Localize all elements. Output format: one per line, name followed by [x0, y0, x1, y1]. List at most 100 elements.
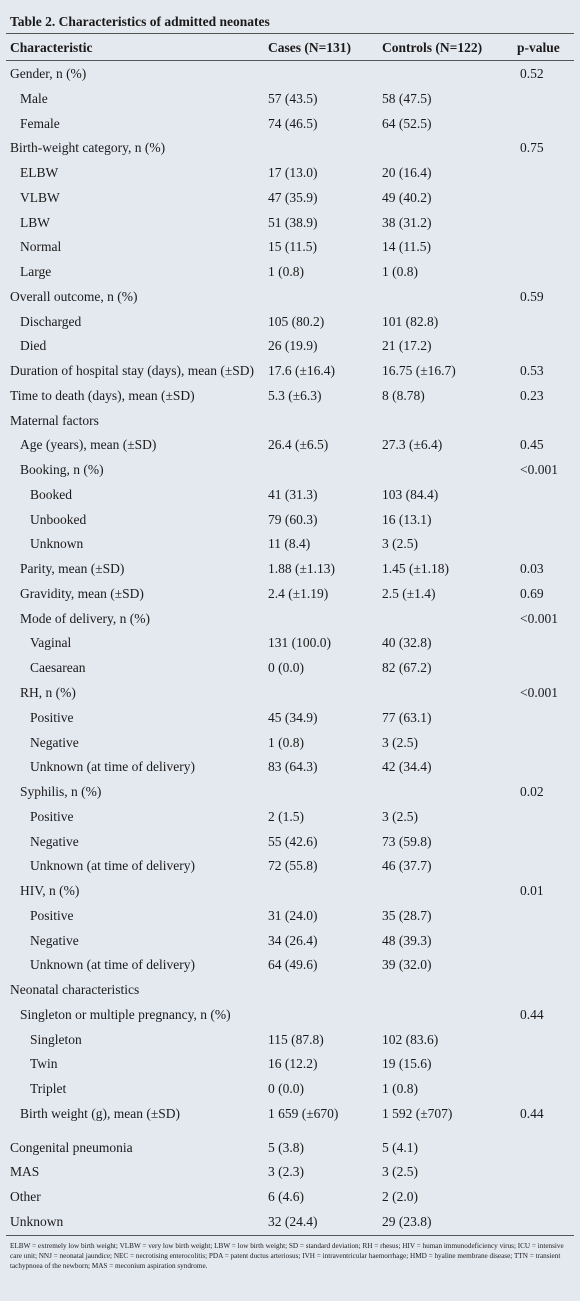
controls-value: 3 (2.5): [382, 536, 418, 552]
p-value: <0.001: [520, 685, 558, 700]
cases-value: 105 (80.2): [268, 313, 325, 329]
controls-value: 77 (63.1): [382, 709, 432, 725]
cases-value: 5 (3.8): [268, 1139, 304, 1155]
controls-value: 20 (16.4): [382, 165, 432, 181]
row-label: Unknown (at time of delivery): [30, 858, 195, 874]
controls-value: 2.5 (±1.4): [382, 585, 436, 601]
footnote: ELBW = extremely low birth weight; VLBW …: [10, 1242, 564, 1270]
cases-value: 31 (24.0): [268, 907, 318, 923]
row-label: Unknown: [30, 536, 84, 552]
controls-value: 58 (47.5): [382, 90, 432, 106]
row-label: Caesarean: [30, 660, 86, 676]
p-value: 0.75: [520, 140, 544, 156]
cases-value: 1 (0.8): [268, 264, 304, 280]
row-label: MAS: [10, 1164, 40, 1180]
controls-value: 3 (2.5): [382, 808, 418, 824]
controls-value: 29 (23.8): [382, 1213, 432, 1229]
cases-value: 115 (87.8): [268, 1031, 324, 1047]
column-header: Characteristic: [10, 40, 93, 55]
row-label: Parity, mean (±SD): [20, 561, 125, 577]
cases-value: 26 (19.9): [268, 338, 318, 354]
cases-value: 2.4 (±1.19): [268, 585, 329, 601]
cases-value: 79 (60.3): [268, 511, 318, 527]
controls-value: 1 592 (±707): [382, 1105, 453, 1121]
p-value: 0.44: [520, 1105, 544, 1121]
cases-value: 17 (13.0): [268, 165, 318, 181]
controls-value: 1 (0.8): [382, 264, 418, 280]
row-label: Gender, n (%): [10, 66, 87, 81]
cases-value: 34 (26.4): [268, 932, 318, 948]
controls-value: 14 (11.5): [382, 239, 431, 255]
row-label: Unknown (at time of delivery): [30, 957, 195, 973]
row-label: Positive: [30, 808, 74, 824]
row-label: Birth-weight category, n (%): [10, 140, 166, 156]
cases-value: 5.3 (±6.3): [268, 387, 322, 403]
controls-value: 27.3 (±6.4): [382, 437, 443, 453]
cases-value: 32 (24.4): [268, 1213, 318, 1229]
cases-value: 6 (4.6): [268, 1189, 304, 1205]
row-label: Singleton: [30, 1031, 82, 1047]
cases-value: 83 (64.3): [268, 759, 318, 775]
controls-value: 103 (84.4): [382, 486, 439, 502]
row-label: Unknown (at time of delivery): [30, 759, 195, 775]
row-label: Large: [20, 264, 52, 280]
controls-value: 48 (39.3): [382, 932, 432, 948]
p-value: 0.59: [520, 288, 544, 304]
p-value: 0.53: [520, 363, 544, 379]
cases-value: 72 (55.8): [268, 858, 318, 874]
p-value: 0.69: [520, 585, 544, 601]
cases-value: 17.6 (±16.4): [268, 363, 336, 379]
controls-value: 35 (28.7): [382, 907, 432, 923]
row-label: Negative: [30, 932, 79, 948]
controls-value: 3 (2.5): [382, 734, 418, 750]
p-value: 0.02: [520, 784, 544, 800]
controls-value: 8 (8.78): [382, 387, 425, 403]
controls-value: 40 (32.8): [382, 635, 432, 651]
row-label: Overall outcome, n (%): [10, 288, 138, 304]
controls-value: 1 (0.8): [382, 1081, 418, 1097]
controls-value: 82 (67.2): [382, 660, 432, 676]
row-label: Congenital pneumonia: [10, 1139, 133, 1155]
cases-value: 0 (0.0): [268, 660, 304, 676]
row-label: Positive: [30, 907, 74, 923]
controls-value: 39 (32.0): [382, 957, 432, 973]
controls-value: 46 (37.7): [382, 858, 432, 874]
cases-value: 16 (12.2): [268, 1056, 318, 1072]
table-title: Table 2. Characteristics of admitted neo…: [10, 14, 270, 29]
controls-value: 16.75 (±16.7): [382, 363, 456, 379]
p-value: <0.001: [520, 462, 558, 478]
row-label: Negative: [30, 833, 79, 849]
controls-value: 64 (52.5): [382, 115, 432, 131]
row-label: Died: [20, 338, 47, 354]
controls-value: 42 (34.4): [382, 759, 432, 775]
row-label: Negative: [30, 734, 79, 750]
row-label: Booking, n (%): [20, 462, 104, 478]
cases-value: 57 (43.5): [268, 90, 318, 106]
cases-value: 1.88 (±1.13): [268, 561, 336, 577]
controls-value: 38 (31.2): [382, 214, 432, 230]
row-label: Time to death (days), mean (±SD): [10, 387, 195, 403]
cases-value: 74 (46.5): [268, 115, 318, 131]
row-label: Female: [20, 115, 60, 131]
row-label: Maternal factors: [10, 412, 99, 428]
cases-value: 11 (8.4): [268, 536, 311, 552]
row-label: Neonatal characteristics: [10, 982, 140, 998]
cases-value: 51 (38.9): [268, 214, 318, 230]
controls-value: 102 (83.6): [382, 1031, 439, 1047]
controls-value: 2 (2.0): [382, 1189, 418, 1205]
row-label: Triplet: [30, 1081, 67, 1097]
controls-value: 3 (2.5): [382, 1164, 418, 1180]
p-value: 0.45: [520, 437, 544, 453]
cases-value: 64 (49.6): [268, 957, 318, 973]
row-label: LBW: [20, 214, 50, 230]
column-header: Controls (N=122): [382, 40, 483, 55]
controls-value: 49 (40.2): [382, 189, 432, 205]
p-value: 0.03: [520, 561, 544, 577]
p-value: 0.01: [520, 883, 544, 899]
row-label: Mode of delivery, n (%): [20, 610, 150, 626]
controls-value: 16 (13.1): [382, 511, 432, 527]
cases-value: 3 (2.3): [268, 1164, 304, 1180]
cases-value: 41 (31.3): [268, 486, 318, 502]
row-label: RH, n (%): [20, 685, 76, 700]
